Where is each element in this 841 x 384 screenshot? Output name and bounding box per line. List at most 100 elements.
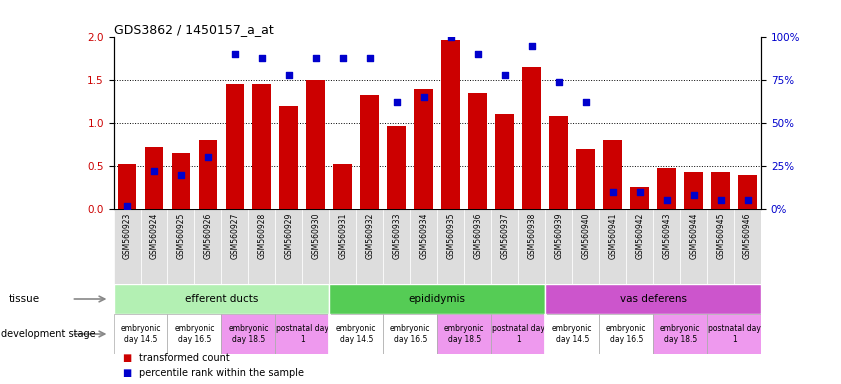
Bar [303,209,330,284]
Text: efferent ducts: efferent ducts [185,294,258,304]
Text: embryonic
day 18.5: embryonic day 18.5 [660,324,701,344]
Bar [306,80,325,209]
Point [660,197,674,204]
Text: GSM560925: GSM560925 [177,213,186,259]
Point [579,99,592,106]
Bar [657,168,676,209]
Bar [603,140,622,209]
Bar [599,314,653,354]
Text: postnatal day
1: postnatal day 1 [276,324,329,344]
Bar [545,209,572,284]
Bar [627,209,653,284]
Bar [330,284,545,314]
Text: transformed count: transformed count [139,353,230,363]
Text: vas deferens: vas deferens [620,294,687,304]
Text: GSM560945: GSM560945 [717,213,725,259]
Text: tissue: tissue [8,294,40,304]
Bar [167,209,194,284]
Text: GSM560937: GSM560937 [500,213,510,259]
Bar [114,209,140,284]
Bar [221,209,248,284]
Bar [383,209,410,284]
Bar [275,314,330,354]
Text: GSM560923: GSM560923 [123,213,131,259]
Bar [114,314,167,354]
Bar [167,314,221,354]
Point [120,202,134,209]
Point [390,99,404,106]
Bar [707,314,761,354]
Bar [279,106,299,209]
Point [174,172,188,178]
Text: embryonic
day 14.5: embryonic day 14.5 [336,324,377,344]
Bar [576,149,595,209]
Bar [252,84,272,209]
Text: GSM560946: GSM560946 [743,213,752,259]
Bar [140,209,167,284]
Bar [145,147,163,209]
Bar [437,314,491,354]
Text: embryonic
day 14.5: embryonic day 14.5 [552,324,592,344]
Point [363,55,377,61]
Point [444,34,458,40]
Bar [415,89,433,209]
Point [228,51,241,57]
Bar [491,209,518,284]
Text: embryonic
day 16.5: embryonic day 16.5 [606,324,647,344]
Bar [491,314,545,354]
Bar [275,209,303,284]
Text: GDS3862 / 1450157_a_at: GDS3862 / 1450157_a_at [114,23,273,36]
Bar [333,164,352,209]
Bar [172,153,190,209]
Text: embryonic
day 18.5: embryonic day 18.5 [228,324,268,344]
Bar [225,84,245,209]
Text: GSM560944: GSM560944 [689,213,698,259]
Text: development stage: development stage [1,329,96,339]
Bar [522,67,542,209]
Bar [442,40,460,209]
Bar [194,209,221,284]
Text: GSM560938: GSM560938 [527,213,537,259]
Bar [630,187,649,209]
Text: GSM560926: GSM560926 [204,213,213,259]
Point [552,79,565,85]
Text: GSM560936: GSM560936 [473,213,482,259]
Point [498,72,511,78]
Point [201,154,214,161]
Bar [330,314,383,354]
Bar [248,209,275,284]
Point [525,43,538,49]
Text: GSM560934: GSM560934 [420,213,428,259]
Text: embryonic
day 16.5: embryonic day 16.5 [390,324,431,344]
Bar [680,209,707,284]
Bar [388,126,406,209]
Bar [572,209,599,284]
Bar [361,96,379,209]
Text: GSM560931: GSM560931 [338,213,347,259]
Bar [468,93,487,209]
Text: postnatal day
1: postnatal day 1 [707,324,760,344]
Point [283,72,296,78]
Point [336,55,350,61]
Bar [653,209,680,284]
Point [255,55,268,61]
Text: embryonic
day 14.5: embryonic day 14.5 [120,324,161,344]
Bar [198,140,218,209]
Text: embryonic
day 16.5: embryonic day 16.5 [174,324,214,344]
Bar [653,314,707,354]
Text: GSM560928: GSM560928 [257,213,267,259]
Bar [357,209,383,284]
Text: GSM560933: GSM560933 [393,213,401,259]
Bar [549,116,569,209]
Point [147,168,161,174]
Bar [410,209,437,284]
Point [417,94,431,100]
Bar [221,314,275,354]
Bar [518,209,545,284]
Text: GSM560942: GSM560942 [635,213,644,259]
Bar [330,209,357,284]
Bar [599,209,627,284]
Text: GSM560940: GSM560940 [581,213,590,259]
Point [606,189,620,195]
Text: GSM560941: GSM560941 [608,213,617,259]
